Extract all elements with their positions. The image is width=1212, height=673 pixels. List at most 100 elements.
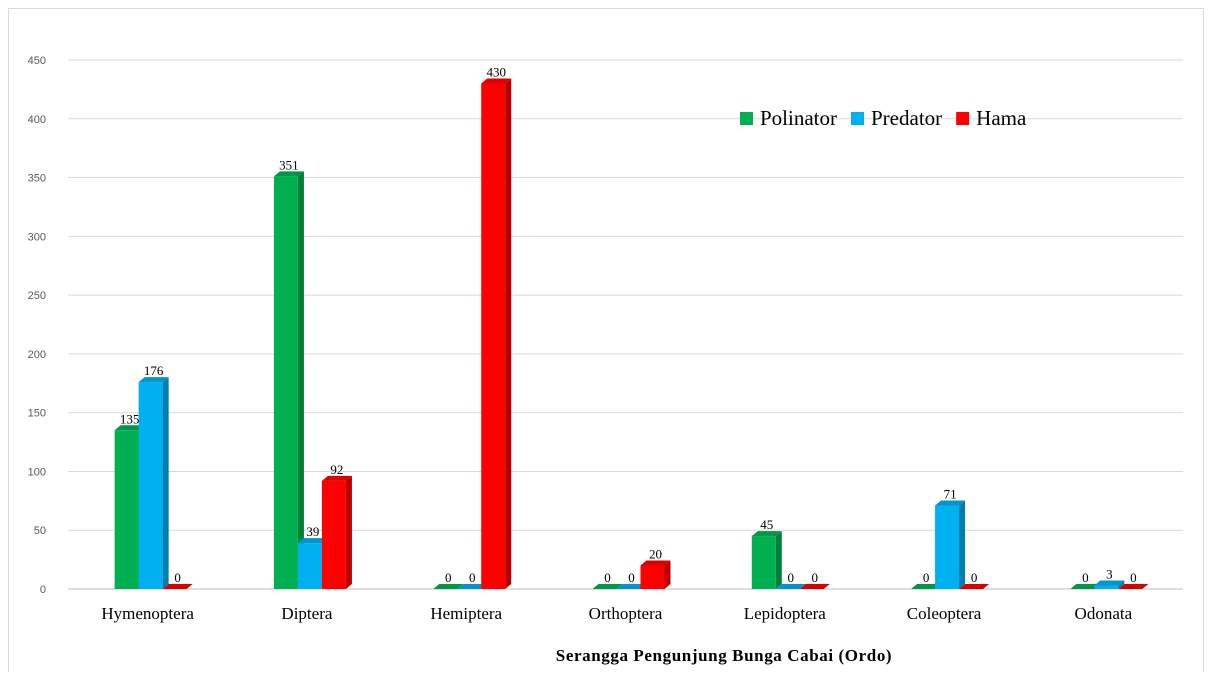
y-tick-label: 400 [28,114,46,126]
y-tick-label: 50 [34,525,46,537]
bar-polinator-odonata [1070,584,1101,589]
bar-side [1118,580,1125,589]
bar-polinator-diptera [273,171,304,589]
bar-polinator-hemiptera [433,584,464,589]
bar-top [935,500,966,506]
bar-polinator-lepidoptera [751,531,782,589]
bar-hama-diptera [321,475,352,589]
bar-top [321,475,352,481]
bar-hama-hemiptera [481,78,512,589]
legend-swatch [851,112,864,125]
legend-item-predator: Predator [851,106,942,130]
bar-side [775,531,782,589]
data-label: 39 [306,524,319,539]
x-tick-label: Hemiptera [430,604,502,623]
bar-predator-hemiptera [457,584,488,589]
data-label: 0 [628,570,635,585]
legend-label: Polinator [760,106,837,130]
data-label: 430 [486,65,506,80]
data-label: 0 [1130,570,1137,585]
x-tick-label: Orthoptera [589,604,663,623]
bar-top [751,531,782,537]
data-label: 0 [971,570,978,585]
bar-front [640,565,665,589]
bar-front [273,176,298,589]
y-tick-label: 150 [28,408,46,420]
bar-top [592,584,623,589]
data-label: 0 [604,570,611,585]
chart-frame [8,8,1204,672]
data-label: 0 [469,570,476,585]
bar-side [297,171,304,589]
data-label: 0 [1082,570,1089,585]
bar-front [297,543,322,589]
data-label: 20 [649,546,662,561]
data-label: 92 [330,462,343,477]
x-tick-label: Diptera [281,604,332,623]
bar-front [138,382,163,589]
bar-top [616,584,647,589]
y-tick-label: 250 [28,290,46,302]
bar-side [345,475,352,589]
bar-front [114,430,139,589]
bar-front [751,536,776,589]
bar-side [505,78,512,589]
bar-top [1118,584,1149,589]
bar-top [1070,584,1101,589]
x-axis: Hymenoptera Diptera Hemiptera Orthoptera Lep… [101,604,1132,623]
x-axis-title: Serangga Pengunjung Bunga Cabai (Ordo) [556,646,892,665]
bar-top [297,538,328,544]
data-label: 0 [788,570,795,585]
bar-top [433,584,464,589]
bar-predator-orthoptera [616,584,647,589]
data-label: 0 [812,570,819,585]
bar-top [1094,580,1125,586]
x-tick-label: Lepidoptera [744,604,827,623]
y-tick-label: 200 [28,349,46,361]
legend-label: Hama [976,106,1027,130]
x-tick-label: Hymenoptera [101,604,194,623]
bar-top [775,584,806,589]
x-tick-label: Odonata [1075,604,1133,623]
bar-top [640,560,671,566]
bar-top [799,584,830,589]
bar-predator-hymenoptera [138,377,169,589]
bar-side [664,560,671,589]
legend-swatch [740,112,753,125]
bar-side [162,377,169,589]
data-label: 176 [144,363,164,378]
data-label: 45 [760,517,773,532]
gridlines [68,59,1183,590]
bar-top [911,584,942,589]
legend: Polinator Predator Hama [740,106,1027,130]
y-tick-label: 300 [28,231,46,243]
data-label: 3 [1106,566,1113,581]
bar-hama-lepidoptera [799,584,830,589]
bar-hama-hymenoptera [162,584,193,589]
y-axis: 0 50 100 150 200 250 300 350 400 450 [28,55,46,596]
data-label: 0 [445,570,452,585]
legend-item-polinator: Polinator [740,106,837,130]
data-label: 0 [174,570,181,585]
legend-item-hama: Hama [956,106,1027,130]
bar-top [481,78,512,84]
y-tick-label: 450 [28,55,46,67]
bar-polinator-coleoptera [911,584,942,589]
bars [114,78,1149,589]
data-label: 0 [923,570,930,585]
bar-hama-odonata [1118,584,1149,589]
bar-front [321,480,346,589]
bar-predator-odonata [1094,580,1125,589]
data-label: 71 [944,487,957,502]
bar-side [959,500,966,589]
bar-hama-coleoptera [959,584,990,589]
bar-top [273,171,304,177]
bar-predator-coleoptera [935,500,966,589]
bar-hama-orthoptera [640,560,671,589]
bar-top [114,425,145,431]
data-label: 135 [120,411,140,426]
data-label: 351 [279,157,299,172]
bar-top [457,584,488,589]
y-tick-label: 100 [28,466,46,478]
